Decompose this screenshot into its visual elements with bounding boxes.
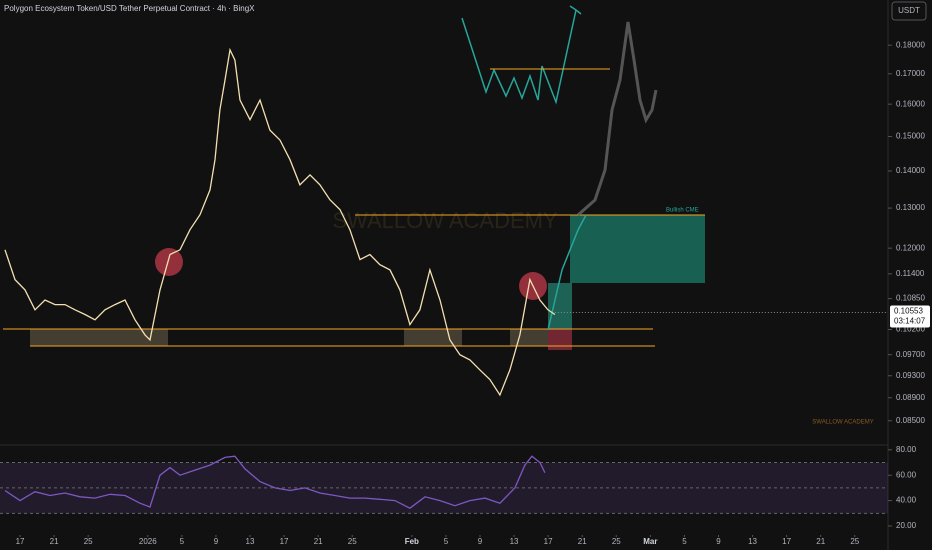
x-tick-label: 21: [578, 537, 587, 546]
x-tick-label: 5: [180, 537, 185, 546]
watermark: SWALLOW ACADEMY: [332, 208, 558, 233]
y-tick-label: 0.08500: [896, 416, 925, 425]
annotation: Bullish CME: [666, 208, 699, 214]
watermark-small: SWALLOW ACADEMY: [812, 420, 873, 426]
y-tick-label: 0.10200: [896, 325, 925, 334]
x-tick-label: 25: [84, 537, 93, 546]
y-tick-label: 0.11400: [896, 269, 925, 278]
x-tick-label: 21: [50, 537, 59, 546]
teal-zone: [548, 283, 572, 329]
projection: [577, 21, 658, 217]
x-tick-label: Feb: [405, 537, 419, 546]
x-tick-label: 9: [716, 537, 721, 546]
x-tick-label: 13: [246, 537, 255, 546]
x-tick-label: 9: [214, 537, 219, 546]
y-tick-label: 0.16000: [896, 99, 925, 108]
x-tick-label: 25: [612, 537, 621, 546]
x-tick-label: 21: [816, 537, 825, 546]
pattern-sketch: [461, 9, 577, 105]
y-tick-label: 0.15000: [896, 132, 925, 141]
y-tick-label: 0.09300: [896, 371, 925, 380]
x-tick-label: 17: [16, 537, 25, 546]
x-tick-label: 25: [348, 537, 357, 546]
x-tick-label: 2026: [139, 537, 157, 546]
currency-label[interactable]: USDT: [898, 6, 920, 15]
x-tick-label: 9: [478, 537, 483, 546]
y-tick-label: 0.08900: [896, 393, 925, 402]
last-price-label: 0.10553: [894, 307, 923, 316]
x-tick-label: 13: [510, 537, 519, 546]
red-zone: [548, 329, 572, 350]
x-tick-label: 25: [850, 537, 859, 546]
x-tick-label: 5: [444, 537, 449, 546]
highlight-circle: [155, 248, 183, 276]
y-tick-label: 0.18000: [896, 40, 925, 49]
y-tick-label: 80.00: [896, 445, 917, 454]
y-tick-label: 60.00: [896, 470, 917, 479]
countdown-label: 03:14:07: [894, 317, 926, 326]
price-line: [4, 455, 546, 509]
bullish-zone: [570, 215, 705, 283]
projection-arrow: [547, 214, 587, 331]
x-tick-label: 13: [748, 537, 757, 546]
y-tick-label: 0.10850: [896, 294, 925, 303]
arrow-head: [569, 5, 582, 15]
y-tick-label: 0.09700: [896, 350, 925, 359]
y-tick-label: 0.12000: [896, 243, 925, 252]
zone: [30, 329, 168, 346]
x-tick-label: 5: [682, 537, 687, 546]
last-price-box: [890, 305, 930, 328]
y-tick-label: 20.00: [896, 521, 917, 530]
y-tick-label: 40.00: [896, 496, 917, 505]
x-tick-label: 17: [782, 537, 791, 546]
x-tick-label: 17: [280, 537, 289, 546]
y-tick-label: 0.17000: [896, 69, 925, 78]
y-tick-label: 0.13000: [896, 203, 925, 212]
chart-title: Polygon Ecosystem Token/USD Tether Perpe…: [4, 4, 255, 13]
price-line: [4, 47, 556, 397]
zone: [404, 329, 462, 346]
x-tick-label: 17: [544, 537, 553, 546]
y-tick-label: 0.14000: [896, 166, 925, 175]
x-tick-label: 21: [314, 537, 323, 546]
x-tick-label: Mar: [643, 537, 657, 546]
currency-button[interactable]: [891, 1, 927, 21]
zones: Bullish CME: [0, 0, 889, 550]
zone: [510, 329, 548, 346]
